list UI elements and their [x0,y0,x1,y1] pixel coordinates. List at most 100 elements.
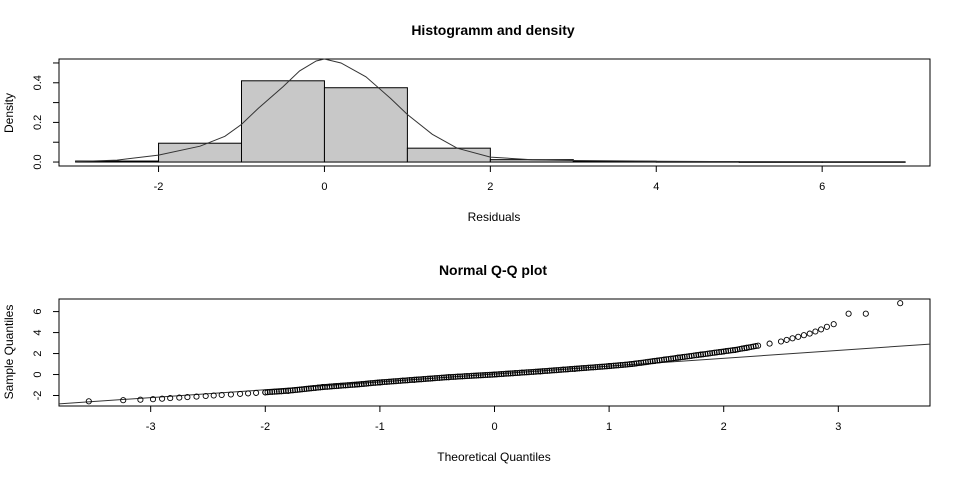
x-tick-label: 3 [835,421,841,433]
qq-point [562,366,569,373]
qq-point [386,378,393,385]
qq-x-axis: -3 -2 -1 0 1 2 3 [146,405,841,433]
qq-point [218,391,225,399]
qq-point [482,372,489,379]
qq-point [280,388,287,395]
qq-point [544,367,551,374]
qq-point [610,362,617,369]
qq-point [360,380,367,387]
x-tick-label: 4 [653,181,659,193]
qq-point [608,362,615,369]
histogram-y-label: Density [2,93,16,133]
qq-point [823,323,830,330]
qq-point [509,370,516,377]
qq-point [450,373,457,380]
y-tick-label: -2 [32,391,44,401]
qq-point [347,381,354,389]
qq-point [420,376,427,383]
qq-point [695,351,702,358]
qq-point [743,344,750,351]
qq-point [633,360,640,367]
qq-point [541,367,548,375]
qq-point [484,371,491,378]
qq-point [709,349,716,357]
qq-point [713,349,720,356]
qq-point [324,383,331,390]
qq-point [301,386,308,393]
qq-point [321,383,328,390]
qq-point [548,367,555,374]
qq-point [227,391,234,398]
qq-point [85,398,92,405]
qq-point [690,352,697,359]
qq-point [599,363,606,370]
qq-point [645,358,652,365]
qq-point [720,348,727,355]
qq-point [716,349,723,356]
qq-title: Normal Q-Q plot [439,262,547,278]
qq-point [789,335,796,342]
qq-point [287,387,294,394]
qq-point [479,372,487,379]
qq-point [546,367,553,374]
qq-point [379,379,386,386]
qq-point [679,354,686,361]
qq-point [706,350,714,357]
qq-point [372,379,379,386]
qq-point [406,377,413,384]
qq-point [626,361,633,368]
qq-point [475,372,482,379]
qq-point [349,381,356,388]
qq-point [326,383,333,390]
qq-point [167,395,174,402]
qq-point [663,356,670,363]
qq-point [500,370,507,377]
density-curve [75,58,906,163]
qq-point [750,343,757,350]
qq-point [567,366,574,373]
qq-point [395,377,402,385]
qq-point [580,365,587,372]
qq-point [397,377,404,384]
qq-point [369,379,377,387]
qq-point [489,371,496,378]
qq-point [603,363,610,370]
qq-point [463,373,471,380]
y-tick-label: 0.2 [32,115,44,130]
qq-point [672,355,679,362]
qq-point [383,378,390,385]
qq-point [670,355,677,362]
qq-point [447,373,455,381]
qq-point [514,369,521,377]
qq-point [434,374,441,382]
x-tick-label: 2 [487,181,493,193]
qq-point [351,381,358,388]
qq-point [532,368,539,375]
qq-point [486,371,493,378]
qq-point [658,356,665,363]
qq-point [528,368,535,376]
qq-point [438,374,445,381]
qq-point [381,378,388,386]
qq-point [363,380,370,387]
x-tick-label: 2 [721,421,727,433]
qq-point [585,364,592,371]
qq-point [245,390,252,397]
qq-point [342,382,349,389]
qq-point [502,370,510,377]
histogram-title: Histogramm and density [411,22,575,38]
qq-point [615,362,622,369]
qq-point [317,384,324,391]
qq-point [683,353,691,360]
qq-point [210,392,217,399]
qq-point [278,388,285,395]
qq-point [619,361,626,368]
qq-point [344,382,351,389]
qq-point [374,379,381,386]
qq-point [555,366,562,374]
histogram-bar [323,87,408,163]
qq-point [516,369,523,376]
qq-point [681,353,688,360]
qq-point [525,369,532,376]
qq-point [583,364,590,371]
